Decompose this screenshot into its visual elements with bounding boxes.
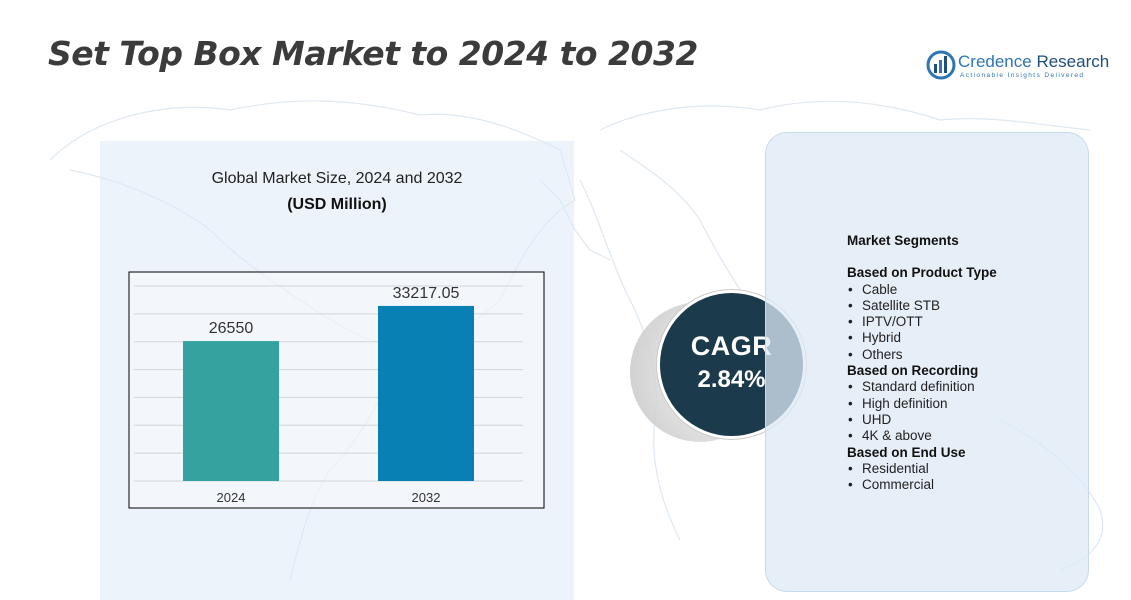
data-label: 33217.05 (393, 285, 460, 302)
page-title: Set Top Box Market to 2024 to 2032 (48, 34, 698, 73)
segment-item: • High definition (847, 396, 1087, 412)
segment-group-title: Based on Product Type (847, 265, 997, 281)
x-tick-label: 2032 (412, 490, 441, 505)
bullet-icon: • (848, 477, 853, 493)
segments-heading: Market Segments (847, 233, 959, 248)
segment-item-label: High definition (862, 395, 948, 411)
segment-item: • Others (847, 347, 1087, 363)
bullet-icon: • (848, 314, 853, 330)
bullet-icon: • (848, 428, 853, 444)
chart-subtitle: (USD Million) (287, 196, 387, 213)
brand-logo: Credence Research Actionable Insights De… (926, 50, 1109, 82)
bullet-icon: • (848, 297, 853, 313)
chart-title: Global Market Size, 2024 and 2032 (211, 170, 463, 187)
segment-group-title: Based on Recording (847, 363, 979, 379)
segment-item: • UHD (847, 412, 1087, 428)
segments-list: Market Segments Based on Product Type • Ca… (847, 233, 1087, 493)
segment-item: • Standard definition (847, 379, 1087, 395)
segment-item-label: Hybrid (862, 330, 902, 346)
segment-item: • IPTV/OTT (847, 314, 1087, 330)
segment-item-label: Residential (862, 460, 929, 476)
bullet-icon: • (848, 281, 853, 297)
logo-name-part2: Research (1031, 52, 1110, 71)
segment-item-label: 4K & above (862, 428, 932, 444)
segment-item-label: Others (862, 346, 903, 362)
logo-tagline: Actionable Insights Delivered (960, 72, 1085, 79)
bullet-icon: • (848, 460, 853, 476)
segments-panel (765, 132, 1089, 592)
segment-item-label: Satellite STB (862, 297, 941, 313)
bullet-icon: • (848, 379, 853, 395)
data-label: 26550 (209, 320, 254, 337)
bar-2032 (378, 305, 474, 481)
bullet-icon: • (848, 395, 853, 411)
bullet-icon: • (848, 330, 853, 346)
x-tick-label: 2024 (217, 490, 246, 505)
cagr-label: CAGR (690, 331, 773, 361)
segment-group-title: Based on End Use (847, 444, 966, 460)
segment-item-label: Cable (862, 281, 898, 297)
chart-panel (100, 141, 574, 600)
logo-name: Credence Research (958, 52, 1109, 72)
segment-item: • 4K & above (847, 428, 1087, 444)
cagr-value: 2.84% (697, 366, 766, 393)
segment-item: • Satellite STB (847, 298, 1087, 314)
segment-item-label: IPTV/OTT (862, 314, 923, 330)
cagr-badge: CAGR 2.84% (630, 290, 806, 442)
bar-2024 (183, 341, 279, 481)
logo-name-part1: Credence (958, 52, 1032, 71)
segment-item-label: Standard definition (862, 379, 975, 395)
segment-item: • Hybrid (847, 330, 1087, 346)
segment-item: • Residential (847, 461, 1087, 477)
logo-icon (926, 50, 956, 80)
segment-item: • Commercial (847, 477, 1087, 493)
bullet-icon: • (848, 411, 853, 427)
segment-item-label: UHD (862, 411, 892, 427)
segment-item: • Cable (847, 282, 1087, 298)
bullet-icon: • (848, 346, 853, 362)
segment-item-label: Commercial (862, 477, 935, 493)
